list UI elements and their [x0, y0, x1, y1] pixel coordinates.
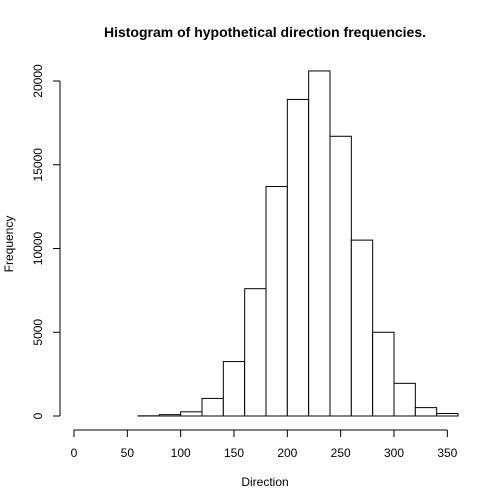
x-tick-label: 100	[171, 446, 191, 460]
y-axis: 0 5000 10000 15000 20000	[31, 64, 61, 419]
x-tick-label: 300	[384, 446, 404, 460]
histogram-bar	[158, 414, 182, 417]
histogram-bar	[350, 239, 374, 417]
histogram-bar	[222, 361, 246, 417]
chart-title: Histogram of hypothetical direction freq…	[104, 24, 426, 40]
histogram-bar	[265, 186, 288, 417]
y-tick-label: 5000	[31, 319, 45, 346]
histogram-bar	[372, 331, 395, 417]
x-tick-label: 200	[277, 446, 297, 460]
x-axis: 0 50 100 150 200 250 300 350	[71, 429, 458, 460]
histogram-bar	[244, 288, 267, 417]
x-tick-label: 350	[437, 446, 457, 460]
y-tick-label: 15000	[31, 148, 45, 182]
y-tick-label: 20000	[31, 64, 45, 98]
bars-group	[137, 70, 459, 417]
y-tick-label: 10000	[31, 231, 45, 265]
x-tick-label: 250	[331, 446, 351, 460]
histogram-bar	[286, 98, 310, 417]
y-tick-label: 0	[31, 412, 45, 419]
x-tick-label: 50	[121, 446, 135, 460]
histogram-bar	[414, 407, 438, 417]
histogram-bar	[329, 135, 352, 417]
y-axis-label: Frequency	[2, 216, 16, 273]
histogram-bar	[180, 411, 203, 417]
x-tick-label: 150	[224, 446, 244, 460]
histogram-bar	[393, 382, 416, 417]
histogram-bar	[308, 70, 331, 417]
histogram-bar	[436, 412, 459, 417]
x-axis-label: Direction	[241, 475, 288, 489]
histogram-bar	[201, 397, 224, 417]
x-tick-label: 0	[71, 446, 78, 460]
